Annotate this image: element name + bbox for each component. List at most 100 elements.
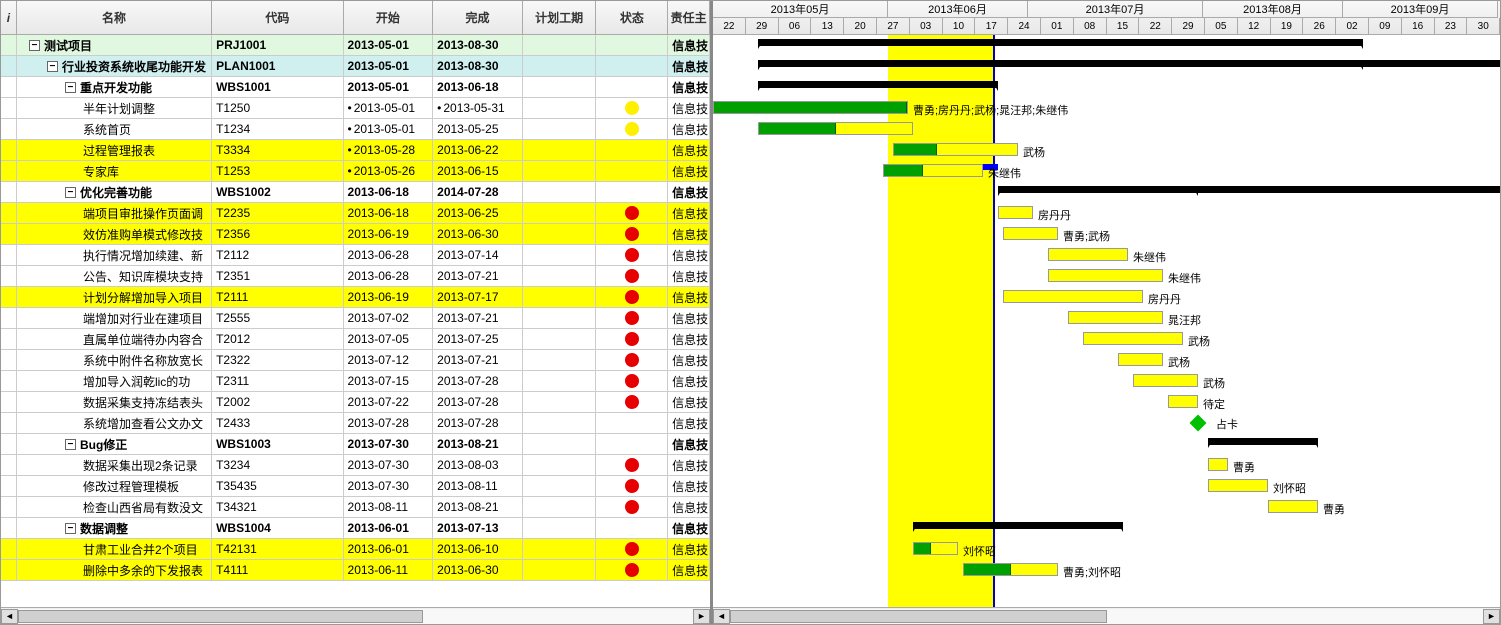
table-row[interactable]: 直属单位端待办内容合T20122013-07-052013-07-25信息技 [1,329,710,350]
table-row[interactable]: 过程管理报表T3334•2013-05-282013-06-22信息技 [1,140,710,161]
header-status[interactable]: 状态 [596,1,668,34]
table-row[interactable]: 数据采集出现2条记录T32342013-07-302013-08-03信息技 [1,455,710,476]
row-name[interactable]: 端项目审批操作页面调 [17,203,212,223]
gantt-task-bar[interactable]: 朱继伟 [1048,248,1128,261]
table-row[interactable]: 增加导入润乾lic的功T23112013-07-152013-07-28信息技 [1,371,710,392]
table-row[interactable]: 数据采集支持冻结表头T20022013-07-222013-07-28信息技 [1,392,710,413]
row-name[interactable]: 公告、知识库模块支持 [17,266,212,286]
gantt-task-bar[interactable]: 朱继伟 [883,164,983,177]
collapse-toggle[interactable]: − [65,82,76,93]
header-info-icon[interactable]: i [1,1,17,34]
table-row[interactable]: 专家库T1253•2013-05-262013-06-15信息技 [1,161,710,182]
table-row[interactable]: 删除中多余的下发报表T41112013-06-112013-06-30信息技 [1,560,710,581]
gantt-task-bar[interactable]: 刘怀昭 [913,542,958,555]
collapse-toggle[interactable]: − [47,61,58,72]
table-row[interactable]: 公告、知识库模块支持T23512013-06-282013-07-21信息技 [1,266,710,287]
table-row[interactable]: 修改过程管理模板T354352013-07-302013-08-11信息技 [1,476,710,497]
row-name[interactable]: 端增加对行业在建项目 [17,308,212,328]
collapse-toggle[interactable]: − [65,187,76,198]
gantt-task-bar[interactable]: 房丹丹 [1003,290,1143,303]
row-name[interactable]: 执行情况增加续建、新 [17,245,212,265]
row-name[interactable]: 检查山西省局有数没文 [17,497,212,517]
gantt-task-bar[interactable] [758,122,913,135]
row-name[interactable]: −Bug修正 [17,434,212,454]
gantt-summary-bar[interactable] [758,39,1363,46]
scroll-right-button[interactable]: ► [693,609,710,624]
gantt-task-bar[interactable]: 房丹丹 [998,206,1033,219]
row-name[interactable]: −重点开发功能 [17,77,212,97]
row-name[interactable]: −测试项目 [17,35,212,55]
gantt-task-bar[interactable]: 刘怀昭 [1208,479,1268,492]
grid-hscroll[interactable]: ◄ ► [1,607,710,624]
table-row[interactable]: 系统中附件名称放宽长T23222013-07-122013-07-21信息技 [1,350,710,371]
gantt-task-bar[interactable]: 曹勇;刘怀昭 [963,563,1058,576]
header-code[interactable]: 代码 [212,1,343,34]
table-row[interactable]: −数据调整WBS10042013-06-012013-07-13信息技 [1,518,710,539]
gantt-summary-bar[interactable] [758,81,998,88]
grid-body[interactable]: −测试项目PRJ10012013-05-012013-08-30信息技−行业投资… [1,35,710,607]
scroll-track[interactable] [730,609,1483,624]
row-name[interactable]: 系统中附件名称放宽长 [17,350,212,370]
header-finish[interactable]: 完成 [433,1,523,34]
row-name[interactable]: 修改过程管理模板 [17,476,212,496]
row-name[interactable]: 系统首页 [17,119,212,139]
gantt-task-bar[interactable]: 曹勇;武杨 [1003,227,1058,240]
scroll-thumb[interactable] [730,610,1107,623]
gantt-summary-bar[interactable] [913,522,1123,529]
table-row[interactable]: 端增加对行业在建项目T25552013-07-022013-07-21信息技 [1,308,710,329]
row-name[interactable]: −行业投资系统收尾功能开发 [17,56,212,76]
scroll-track[interactable] [18,609,693,624]
timeline-body[interactable]: 曹勇;房丹丹;武杨;晁汪邦;朱继伟武杨朱继伟房丹丹曹勇;武杨朱继伟朱继伟房丹丹晁… [713,35,1500,607]
row-name[interactable]: 半年计划调整 [17,98,212,118]
row-name[interactable]: 数据采集支持冻结表头 [17,392,212,412]
scroll-right-button[interactable]: ► [1483,609,1500,624]
row-name[interactable]: −数据调整 [17,518,212,538]
table-row[interactable]: 执行情况增加续建、新T21122013-06-282013-07-14信息技 [1,245,710,266]
table-row[interactable]: 甘肃工业合并2个项目T421312013-06-012013-06-10信息技 [1,539,710,560]
row-name[interactable]: 直属单位端待办内容合 [17,329,212,349]
table-row[interactable]: 效仿准购单模式修改技T23562013-06-192013-06-30信息技 [1,224,710,245]
table-row[interactable]: −Bug修正WBS10032013-07-302013-08-21信息技 [1,434,710,455]
row-name[interactable]: 删除中多余的下发报表 [17,560,212,580]
table-row[interactable]: 系统增加查看公文办文T24332013-07-282013-07-28信息技 [1,413,710,434]
gantt-summary-bar[interactable] [1208,438,1318,445]
row-name[interactable]: 系统增加查看公文办文 [17,413,212,433]
row-name[interactable]: 数据采集出现2条记录 [17,455,212,475]
scroll-thumb[interactable] [18,610,423,623]
table-row[interactable]: 端项目审批操作页面调T22352013-06-182013-06-25信息技 [1,203,710,224]
gantt-task-bar[interactable]: 曹勇;房丹丹;武杨;晁汪邦;朱继伟 [713,101,908,114]
collapse-toggle[interactable]: − [29,40,40,51]
header-duration[interactable]: 计划工期 [523,1,597,34]
collapse-toggle[interactable]: − [65,439,76,450]
row-name[interactable]: −优化完善功能 [17,182,212,202]
scroll-left-button[interactable]: ◄ [1,609,18,624]
gantt-milestone[interactable] [1190,415,1207,432]
gantt-task-bar[interactable]: 晁汪邦 [1068,311,1163,324]
gantt-task-bar[interactable]: 待定 [1168,395,1198,408]
row-name[interactable]: 专家库 [17,161,212,181]
row-name[interactable]: 计划分解增加导入项目 [17,287,212,307]
table-row[interactable]: −行业投资系统收尾功能开发PLAN10012013-05-012013-08-3… [1,56,710,77]
gantt-task-bar[interactable]: 曹勇 [1208,458,1228,471]
scroll-left-button[interactable]: ◄ [713,609,730,624]
gantt-task-bar[interactable]: 武杨 [893,143,1018,156]
row-name[interactable]: 增加导入润乾lic的功 [17,371,212,391]
gantt-task-bar[interactable]: 曹勇 [1268,500,1318,513]
table-row[interactable]: 计划分解增加导入项目T21112013-06-192013-07-17信息技 [1,287,710,308]
table-row[interactable]: −优化完善功能WBS10022013-06-182014-07-28信息技 [1,182,710,203]
row-name[interactable]: 过程管理报表 [17,140,212,160]
collapse-toggle[interactable]: − [65,523,76,534]
table-row[interactable]: −测试项目PRJ10012013-05-012013-08-30信息技 [1,35,710,56]
gantt-task-bar[interactable]: 武杨 [1133,374,1198,387]
table-row[interactable]: 检查山西省局有数没文T343212013-08-112013-08-21信息技 [1,497,710,518]
gantt-task-bar[interactable]: 朱继伟 [1048,269,1163,282]
row-name[interactable]: 效仿准购单模式修改技 [17,224,212,244]
gantt-task-bar[interactable]: 武杨 [1083,332,1183,345]
table-row[interactable]: 系统首页T1234•2013-05-012013-05-25信息技 [1,119,710,140]
gantt-task-bar[interactable]: 武杨 [1118,353,1163,366]
header-start[interactable]: 开始 [344,1,434,34]
header-owner[interactable]: 责任主 [668,1,710,34]
table-row[interactable]: 半年计划调整T1250•2013-05-01•2013-05-31信息技 [1,98,710,119]
header-name[interactable]: 名称 [17,1,212,34]
timeline-hscroll[interactable]: ◄ ► [713,607,1500,624]
